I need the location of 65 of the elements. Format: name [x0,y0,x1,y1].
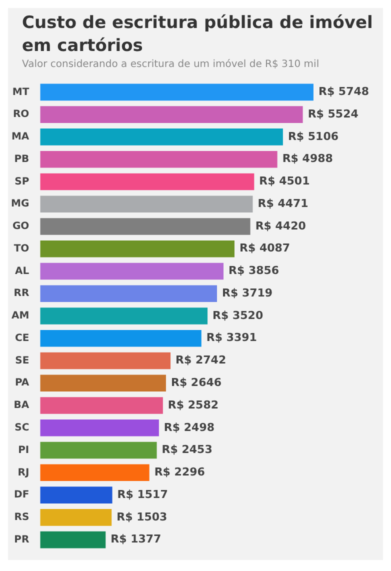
y-tick-label: SC [14,422,30,434]
bar [40,84,314,101]
data-label: R$ 5106 [288,130,339,143]
data-label: R$ 5524 [308,107,359,120]
bar [40,196,253,212]
bar [40,106,303,123]
data-label: R$ 3391 [206,331,257,344]
data-label: R$ 3856 [228,264,280,278]
y-tick-label: BA [14,400,30,412]
bar [40,240,234,258]
chart-subtitle: Valor considerando a escritura de um imóvel de R$ 310 mil [21,58,320,72]
bar [40,486,112,504]
y-tick-label: MG [10,198,30,210]
y-tick-label: RJ [18,467,30,478]
y-tick-label: RR [14,288,30,300]
data-label: R$ 2582 [168,398,219,412]
bar [40,420,159,436]
data-label: R$ 2646 [170,376,222,389]
data-label: R$ 1517 [117,488,168,501]
y-tick-label: PA [15,378,30,389]
data-label: R$ 3520 [212,308,264,322]
bar [40,150,278,168]
data-label: R$ 2742 [176,354,226,367]
y-tick-label: MA [11,132,30,143]
data-label: R$ 1377 [110,532,162,546]
y-tick-label: TO [14,243,30,254]
y-tick-label: PR [14,534,30,546]
y-tick-label: RO [12,109,30,120]
data-label: R$ 4501 [259,174,310,188]
data-label: R$ 1503 [116,510,168,524]
data-label: R$ 2498 [164,420,215,434]
y-tick-label: DF [14,490,30,501]
y-tick-label: SE [15,355,30,366]
y-tick-label: AM [11,310,30,322]
bar [40,531,106,548]
chart-title: Custo de escritura pública de imóvel em cartórios [21,12,374,58]
y-tick-label: CE [14,332,30,344]
bar [40,128,283,146]
bar [40,308,208,324]
y-tick-label: PI [18,444,30,456]
y-tick-label: SP [14,176,30,188]
bar [40,509,112,526]
data-label: R$ 4087 [239,242,290,255]
y-tick-label: RS [14,512,30,524]
bar [40,173,254,190]
bar [40,374,166,392]
bar [40,442,157,459]
data-label: R$ 4471 [258,196,308,210]
y-tick-label: PB [14,154,30,165]
data-label: R$ 5748 [318,85,370,98]
y-tick-label: AL [15,266,30,277]
bar [40,330,202,347]
data-label: R$ 3719 [222,286,273,300]
bar [40,397,163,414]
data-label: R$ 4420 [255,219,306,232]
data-label: R$ 2296 [154,466,206,479]
bar [40,285,217,302]
data-label: R$ 4988 [282,152,333,166]
bar [40,464,150,482]
y-tick-label: GO [12,221,30,232]
bar [40,262,224,280]
y-tick-label: MT [12,86,30,98]
bar [40,218,250,235]
bar [40,352,171,370]
data-label: R$ 2453 [162,443,212,456]
